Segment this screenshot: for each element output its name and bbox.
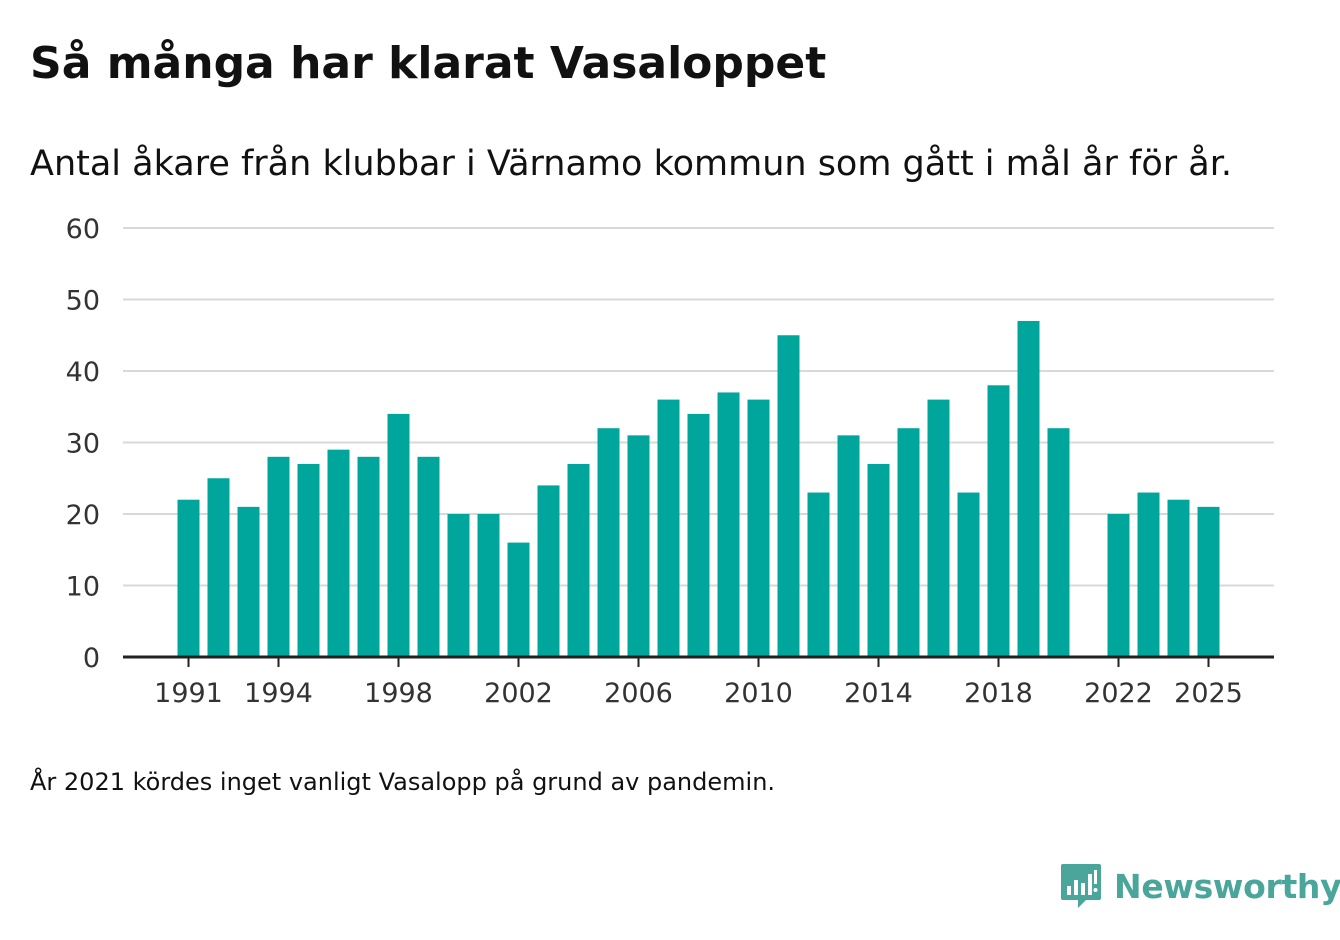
x-tick-label: 2002 bbox=[484, 678, 553, 709]
x-tick-label: 2018 bbox=[964, 678, 1033, 709]
bar-2006 bbox=[627, 435, 650, 657]
bar-1991 bbox=[177, 499, 200, 657]
bar-2019 bbox=[1017, 320, 1040, 657]
bar-2007 bbox=[657, 399, 680, 657]
bar-2008 bbox=[687, 413, 710, 657]
x-tick-label: 1994 bbox=[244, 678, 313, 709]
bar-2013 bbox=[837, 435, 860, 657]
bar-2024 bbox=[1167, 499, 1190, 657]
bar-1992 bbox=[207, 478, 230, 657]
chart-title: Så många har klarat Vasaloppet bbox=[30, 38, 827, 89]
bar-2001 bbox=[477, 514, 500, 657]
bar-2020 bbox=[1047, 428, 1070, 657]
x-tick-label: 2010 bbox=[724, 678, 793, 709]
bar-2017 bbox=[957, 492, 980, 657]
bar-2022 bbox=[1107, 514, 1130, 657]
bar-1998 bbox=[387, 413, 410, 657]
bar-1993 bbox=[237, 506, 260, 657]
y-tick-label: 30 bbox=[66, 429, 100, 460]
bar-1999 bbox=[417, 456, 440, 657]
y-tick-label: 10 bbox=[66, 572, 100, 603]
bar-2002 bbox=[507, 542, 530, 657]
y-tick-label: 0 bbox=[83, 643, 100, 674]
bar-2009 bbox=[717, 392, 740, 657]
y-tick-label: 50 bbox=[66, 286, 100, 317]
bar-1996 bbox=[327, 449, 350, 657]
bar-2010 bbox=[747, 399, 770, 657]
x-tick-label: 2025 bbox=[1174, 678, 1243, 709]
bar-2011 bbox=[777, 335, 800, 657]
bars bbox=[177, 320, 1220, 657]
bar-2025 bbox=[1197, 506, 1220, 657]
bar-2003 bbox=[537, 485, 560, 657]
bar-2004 bbox=[567, 463, 590, 657]
x-tick-label: 2022 bbox=[1084, 678, 1153, 709]
bar-2014 bbox=[867, 463, 890, 657]
newsworthy-chart-icon bbox=[1061, 864, 1101, 908]
brand-logo: Newsworthy bbox=[1060, 860, 1340, 912]
bar-2012 bbox=[807, 492, 830, 657]
bar-1997 bbox=[357, 456, 380, 657]
footnote: År 2021 kördes inget vanligt Vasalopp på… bbox=[30, 768, 776, 796]
bar-2005 bbox=[597, 428, 620, 657]
bar-1994 bbox=[267, 456, 290, 657]
bar-2023 bbox=[1137, 492, 1160, 657]
chart-subtitle: Antal åkare från klubbar i Värnamo kommu… bbox=[30, 144, 1232, 184]
y-tick-label: 60 bbox=[66, 214, 100, 245]
bar-2016 bbox=[927, 399, 950, 657]
bar-1995 bbox=[297, 463, 320, 657]
bar-2015 bbox=[897, 428, 920, 657]
x-tick-label: 1991 bbox=[154, 678, 223, 709]
tick-labels: 0 10 20 30 40 50 60 1991 1994 1998 2002 2006 2010 201… bbox=[66, 214, 1243, 709]
bar-2018 bbox=[987, 385, 1010, 657]
y-tick-label: 20 bbox=[66, 500, 100, 531]
x-tick-label: 1998 bbox=[364, 678, 433, 709]
bar-2000 bbox=[447, 514, 470, 657]
x-tick-label: 2014 bbox=[844, 678, 913, 709]
bar-chart: 0 10 20 30 40 50 60 1991 1994 1998 2002 2006 2010 201… bbox=[66, 214, 1274, 709]
axes bbox=[123, 655, 1274, 667]
x-tick-label: 2006 bbox=[604, 678, 673, 709]
y-tick-label: 40 bbox=[66, 357, 100, 388]
brand-name: Newsworthy bbox=[1114, 866, 1340, 906]
